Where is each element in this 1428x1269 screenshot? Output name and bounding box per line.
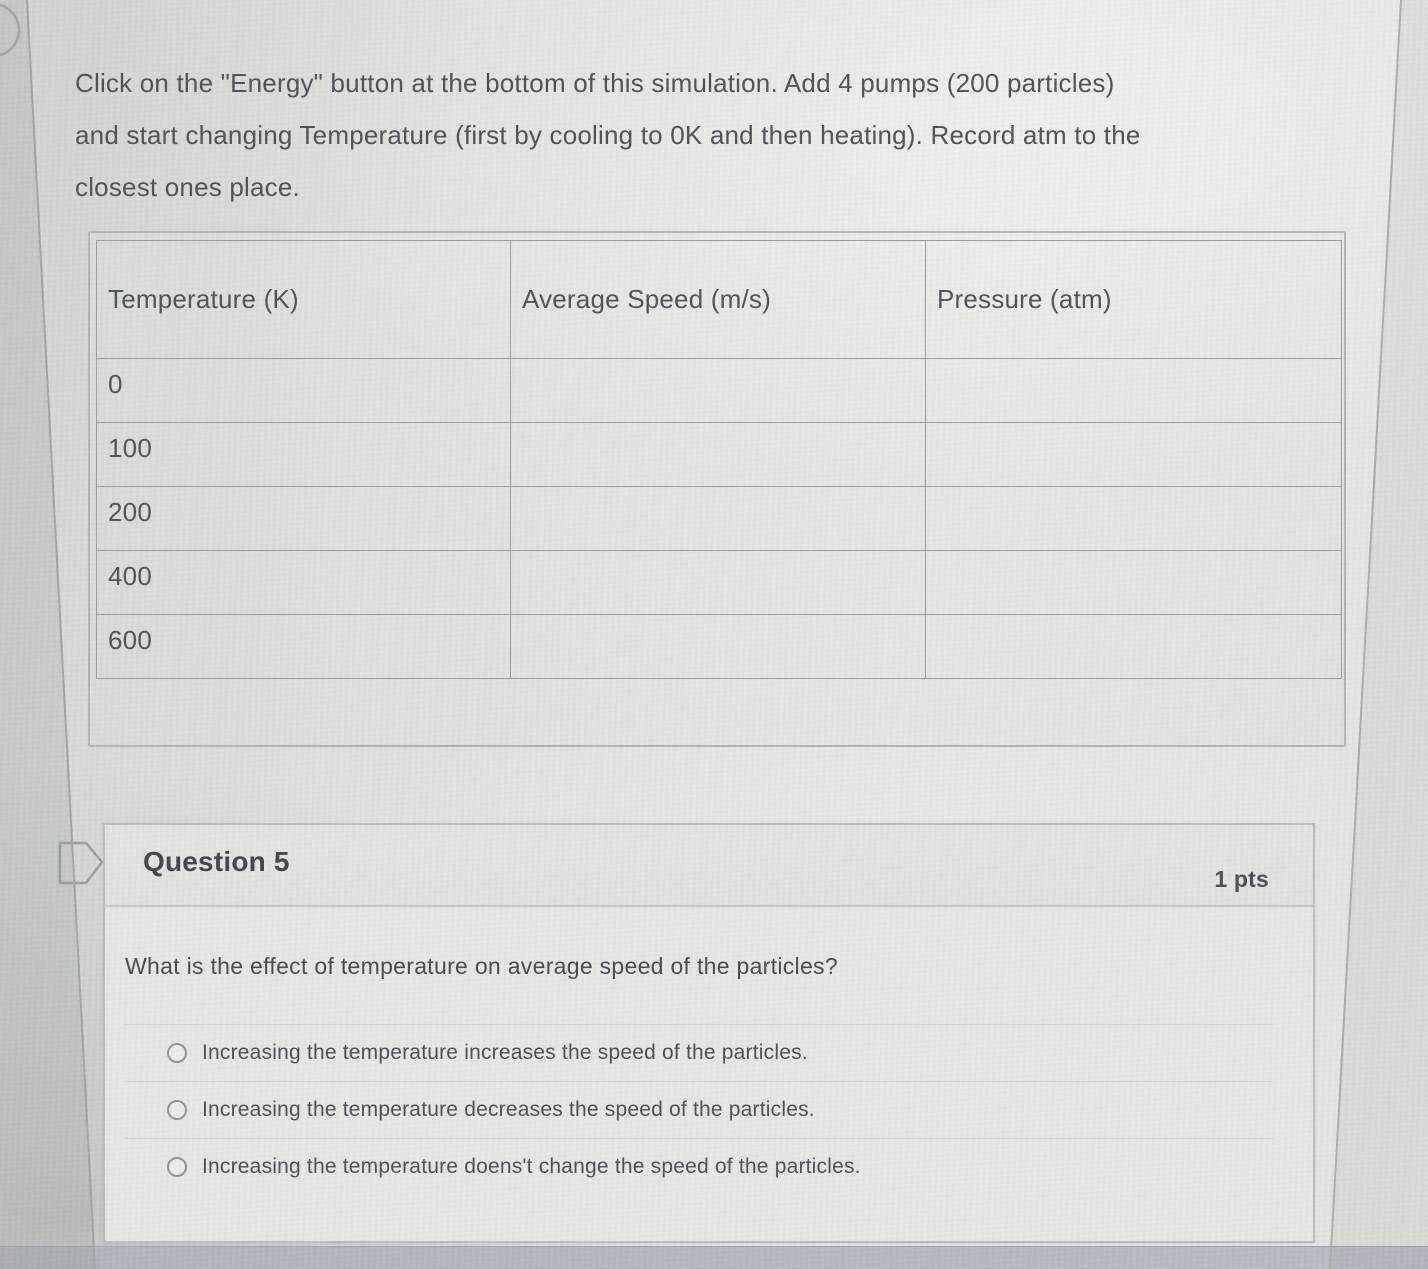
data-entry-table: Temperature (K) Average Speed (m/s) Pres… bbox=[96, 240, 1342, 679]
cell-average-speed bbox=[510, 486, 926, 551]
instructions-line: Click on the "Energy" button at the bott… bbox=[75, 68, 1115, 98]
cell-temperature: 200 bbox=[96, 486, 511, 551]
answer-options: Increasing the temperature increases the… bbox=[125, 1024, 1273, 1195]
column-header-pressure: Pressure (atm) bbox=[925, 240, 1342, 359]
cell-pressure bbox=[925, 614, 1342, 679]
table-row: 200 bbox=[96, 486, 1342, 551]
cell-average-speed bbox=[510, 422, 926, 487]
answer-option[interactable]: Increasing the temperature decreases the… bbox=[125, 1081, 1273, 1138]
question-card-header: Question 5 1 pts bbox=[105, 825, 1313, 907]
table-row: 0 bbox=[96, 358, 1342, 423]
bottom-bezel bbox=[0, 1246, 1428, 1269]
question-body: What is the effect of temperature on ave… bbox=[105, 907, 1313, 1195]
cell-temperature: 100 bbox=[96, 422, 511, 487]
radio-button-icon[interactable] bbox=[167, 1157, 187, 1177]
instructions-line: closest ones place. bbox=[75, 172, 300, 202]
question-instructions: Click on the "Energy" button at the bott… bbox=[75, 57, 1375, 213]
answer-option-label[interactable]: Increasing the temperature decreases the… bbox=[202, 1098, 815, 1121]
question-prompt: What is the effect of temperature on ave… bbox=[125, 953, 838, 979]
question-title: Question 5 bbox=[143, 846, 290, 877]
table-row: 600 bbox=[96, 614, 1342, 679]
table-row: 400 bbox=[96, 550, 1342, 615]
column-header-temperature: Temperature (K) bbox=[96, 240, 511, 359]
cell-pressure bbox=[925, 486, 1342, 551]
radio-button-icon[interactable] bbox=[167, 1100, 187, 1120]
cell-average-speed bbox=[510, 358, 926, 423]
column-header-average-speed: Average Speed (m/s) bbox=[510, 240, 926, 359]
cell-average-speed bbox=[510, 614, 926, 679]
cell-pressure bbox=[925, 358, 1342, 423]
answer-option[interactable]: Increasing the temperature increases the… bbox=[125, 1024, 1273, 1081]
question-card: Question 5 1 pts What is the effect of t… bbox=[103, 823, 1315, 1243]
cell-temperature: 600 bbox=[96, 614, 511, 679]
flag-question-icon[interactable] bbox=[57, 837, 107, 889]
question-points: 1 pts bbox=[1214, 866, 1269, 892]
answer-table-container: Temperature (K) Average Speed (m/s) Pres… bbox=[88, 231, 1346, 747]
answer-option[interactable]: Increasing the temperature doens't chang… bbox=[125, 1138, 1273, 1195]
cell-pressure bbox=[925, 550, 1342, 615]
cell-temperature: 0 bbox=[96, 358, 511, 423]
answer-option-label[interactable]: Increasing the temperature doens't chang… bbox=[202, 1155, 861, 1178]
cell-temperature: 400 bbox=[96, 550, 511, 615]
cell-pressure bbox=[925, 422, 1342, 487]
table-header-row: Temperature (K) Average Speed (m/s) Pres… bbox=[96, 240, 1342, 359]
answer-option-label[interactable]: Increasing the temperature increases the… bbox=[202, 1041, 808, 1064]
table-row: 100 bbox=[96, 422, 1342, 487]
radio-button-icon[interactable] bbox=[167, 1043, 187, 1063]
instructions-line: and start changing Temperature (first by… bbox=[75, 120, 1141, 150]
cell-average-speed bbox=[510, 550, 926, 615]
